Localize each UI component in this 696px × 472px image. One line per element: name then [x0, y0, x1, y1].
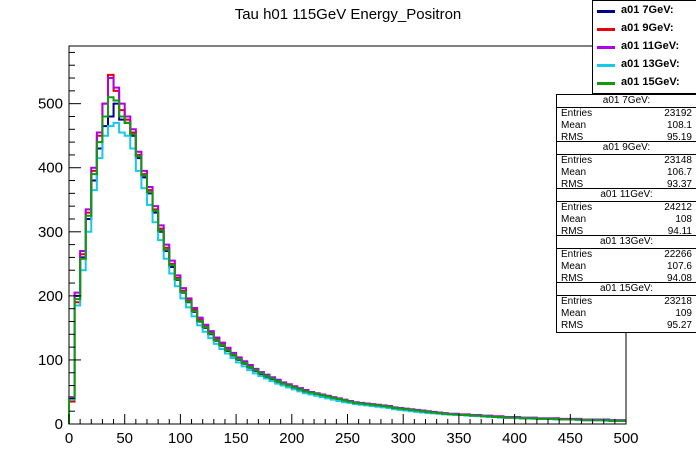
- stats-value: 108.1: [666, 120, 692, 131]
- stats-box-15gev: a01 15GeV: Entries 23218 Mean 109 RMS 95.27: [556, 282, 696, 333]
- stats-value: 23148: [664, 155, 692, 166]
- stats-key: Mean: [561, 167, 587, 178]
- x-tick-label: 500: [613, 430, 638, 447]
- stats-value: 106.7: [666, 167, 692, 178]
- stats-box-9gev: a01 9GeV: Entries 23148 Mean 106.7 RMS 93.3…: [556, 141, 696, 192]
- stats-box-11gev: a01 11GeV: Entries 24212 Mean 108 RMS 94.11: [556, 188, 696, 239]
- stats-key: Mean: [561, 120, 587, 131]
- stats-value: 109: [675, 308, 692, 319]
- x-tick-label: 450: [558, 430, 583, 447]
- stats-key: Mean: [561, 308, 587, 319]
- x-tick-label: 300: [391, 430, 416, 447]
- y-tick-label: 300: [38, 224, 63, 241]
- x-tick-label: 200: [279, 430, 304, 447]
- legend-item-9gev: a01 9GeV:: [593, 20, 696, 38]
- stats-value: 94.08: [666, 273, 692, 284]
- stats-key: RMS: [561, 179, 584, 190]
- stats-rms-row: RMS 94.08: [557, 273, 696, 285]
- series-line-0: [68, 102, 626, 424]
- stats-value: 93.37: [666, 179, 692, 190]
- stats-key: RMS: [561, 320, 584, 331]
- x-tick-label: 350: [446, 430, 471, 447]
- stats-key: Entries: [561, 296, 593, 307]
- series-line-4: [68, 96, 626, 424]
- stats-value: 95.19: [666, 132, 692, 143]
- y-tick-label: 100: [38, 352, 63, 369]
- legend-swatch: [597, 82, 615, 85]
- stats-title: a01 9GeV:: [557, 142, 696, 155]
- stats-value: 107.6: [666, 261, 692, 272]
- chart-title: Tau h01 115GeV Energy_Positron: [234, 6, 462, 23]
- legend: a01 7GeV: a01 9GeV: a01 11GeV: a01 13GeV…: [592, 0, 696, 94]
- stats-mean-row: Mean 106.7: [557, 167, 696, 179]
- stats-title: a01 13GeV:: [557, 236, 696, 249]
- legend-item-13gev: a01 13GeV:: [593, 56, 696, 74]
- series-layer: [68, 73, 626, 424]
- stats-value: 23192: [664, 108, 692, 119]
- stats-value: 95.27: [666, 320, 692, 331]
- stats-title: a01 15GeV:: [557, 283, 696, 296]
- x-tick-label: 50: [116, 430, 133, 447]
- stats-title: a01 11GeV:: [557, 189, 696, 202]
- legend-swatch: [597, 10, 615, 13]
- stats-key: Mean: [561, 214, 587, 225]
- stats-value: 23218: [664, 296, 692, 307]
- legend-swatch: [597, 64, 615, 67]
- stats-value: 94.11: [667, 226, 692, 237]
- stats-mean-row: Mean 108.1: [557, 120, 696, 132]
- stats-value: 24212: [664, 202, 692, 213]
- series-line-3: [68, 121, 626, 424]
- stats-key: Entries: [561, 108, 593, 119]
- axis-layer: 0 50 100 150 200 250 300 350 400 450 500 0 100 200 300…: [38, 51, 639, 447]
- series-line-2: [68, 77, 626, 424]
- legend-label: a01 11GeV:: [621, 40, 680, 52]
- stats-rms-row: RMS 95.19: [557, 132, 696, 144]
- y-tick-label: 500: [38, 96, 63, 113]
- x-tick-label: 0: [65, 430, 73, 447]
- stats-key: Entries: [561, 202, 593, 213]
- stats-rms-row: RMS 93.37: [557, 179, 696, 191]
- legend-item-7gev: a01 7GeV:: [593, 2, 696, 20]
- stats-entries-row: Entries 23218: [557, 296, 696, 308]
- stats-entries-row: Entries 22266: [557, 249, 696, 261]
- stats-mean-row: Mean 108: [557, 214, 696, 226]
- x-tick-label: 400: [502, 430, 527, 447]
- stats-key: Entries: [561, 249, 593, 260]
- legend-item-11gev: a01 11GeV:: [593, 38, 696, 56]
- stats-key: Mean: [561, 261, 587, 272]
- stats-mean-row: Mean 107.6: [557, 261, 696, 273]
- stats-mean-row: Mean 109: [557, 308, 696, 320]
- x-tick-label: 250: [335, 430, 360, 447]
- y-tick-label: 200: [38, 288, 63, 305]
- stats-rms-row: RMS 95.27: [557, 320, 696, 332]
- stats-title: a01 7GeV:: [557, 95, 696, 108]
- x-tick-label: 150: [224, 430, 249, 447]
- stats-entries-row: Entries 23148: [557, 155, 696, 167]
- legend-label: a01 15GeV:: [621, 76, 680, 88]
- legend-item-15gev: a01 15GeV:: [593, 74, 696, 92]
- stats-key: Entries: [561, 155, 593, 166]
- stats-key: RMS: [561, 132, 584, 143]
- legend-label: a01 7GeV:: [621, 4, 674, 16]
- y-tick-label: 400: [38, 160, 63, 177]
- stats-box-13gev: a01 13GeV: Entries 22266 Mean 107.6 RMS 94.…: [556, 235, 696, 286]
- plot-frame: [68, 45, 627, 425]
- x-tick-label: 100: [168, 430, 193, 447]
- legend-swatch: [597, 46, 615, 49]
- stats-key: RMS: [561, 226, 584, 237]
- stats-value: 22266: [664, 249, 692, 260]
- legend-label: a01 13GeV:: [621, 58, 680, 70]
- stats-key: RMS: [561, 273, 584, 284]
- series-line-1: [68, 73, 626, 424]
- stats-entries-row: Entries 24212: [557, 202, 696, 214]
- legend-label: a01 9GeV:: [621, 22, 674, 34]
- stats-rms-row: RMS 94.11: [557, 226, 696, 238]
- stats-entries-row: Entries 23192: [557, 108, 696, 120]
- stats-value: 108: [675, 214, 692, 225]
- stats-box-7gev: a01 7GeV: Entries 23192 Mean 108.1 RMS 95.1…: [556, 94, 696, 145]
- legend-swatch: [597, 28, 615, 31]
- y-tick-label: 0: [55, 416, 63, 433]
